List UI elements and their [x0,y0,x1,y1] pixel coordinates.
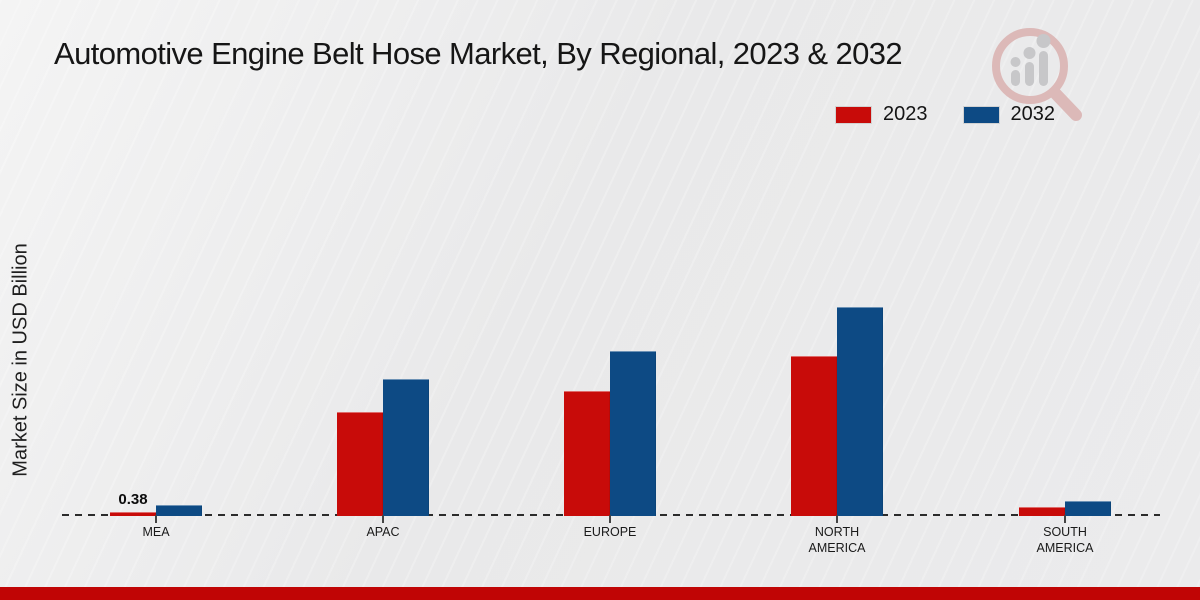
legend: 2023 2032 [836,103,1055,126]
legend-swatch-2032 [963,106,999,123]
bar-2032-north-america [837,307,883,516]
bar-2032-apac [383,379,429,516]
bar-2032-mea [156,505,202,516]
footer-accent-bar [0,587,1200,600]
x-axis-label-europe: EUROPE [583,525,637,539]
bar-2023-mea [110,512,156,516]
x-axis-tick-apac [382,515,384,523]
x-axis-tick-north-america [836,515,838,523]
legend-label-2023: 2023 [883,103,928,125]
x-axis-label-north-america: NORTH AMERICA [808,525,866,556]
chart-title: Automotive Engine Belt Hose Market, By R… [54,36,903,71]
bar-2023-apac [337,412,383,516]
bar-2032-south-america [1065,501,1111,516]
x-axis-label-south-america: SOUTH AMERICA [1036,525,1094,556]
x-axis-label-apac: APAC [366,525,400,539]
bar-2023-north-america [791,356,837,516]
legend-label-2032: 2032 [1010,103,1056,125]
x-axis-tick-europe [609,515,611,523]
bar-2032-europe [610,351,656,516]
magnifier-bar-chart-logo-icon [992,28,1082,121]
legend-item-2023: 2023 [836,103,928,126]
x-axis-tick-mea [155,515,157,523]
bar-value-label-2023-mea: 0.38 [118,491,148,508]
y-axis-title: Market Size in USD Billion [9,243,32,477]
x-axis-tick-south-america [1064,515,1066,523]
bar-2023-south-america [1019,507,1065,516]
bar-2023-europe [564,391,610,516]
legend-item-2032: 2032 [963,103,1056,126]
x-axis-label-mea: MEA [142,525,170,539]
legend-swatch-2023 [836,106,871,123]
